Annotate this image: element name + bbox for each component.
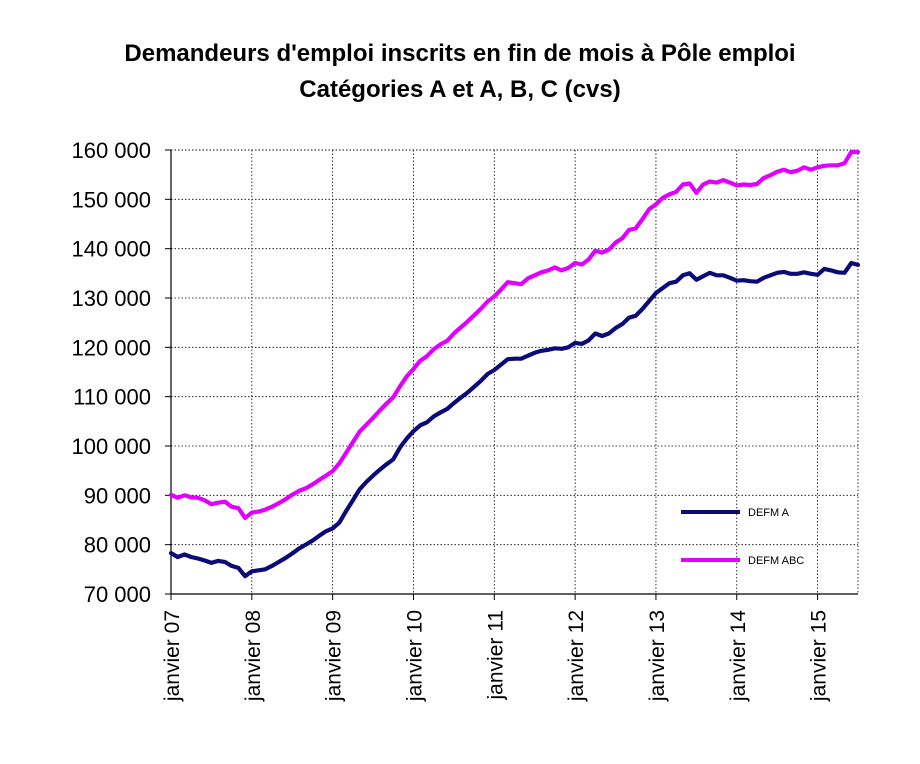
y-axis-ticks: 70 000 80 000 90 000 100 000 110 000 120 000 1… bbox=[71, 138, 151, 607]
grid-lines bbox=[171, 149, 859, 594]
x-tick-label: janvier 07 bbox=[161, 610, 184, 702]
y-tick-label: 70 000 bbox=[84, 582, 151, 607]
y-tick-label: 100 000 bbox=[71, 434, 151, 459]
legend: DEFM A DEFM ABC bbox=[681, 507, 804, 567]
x-tick-label: janvier 08 bbox=[242, 610, 265, 702]
y-tick-label: 130 000 bbox=[71, 286, 151, 311]
axes bbox=[165, 149, 858, 600]
y-tick-label: 160 000 bbox=[71, 138, 151, 163]
x-tick-label: janvier 15 bbox=[808, 610, 831, 702]
y-tick-label: 110 000 bbox=[73, 385, 151, 410]
x-tick-label: janvier 11 bbox=[484, 610, 507, 701]
y-tick-label: 150 000 bbox=[71, 187, 151, 212]
legend-label: DEFM A bbox=[748, 507, 790, 519]
y-tick-label: 120 000 bbox=[71, 335, 151, 360]
x-axis-ticks: janvier 07 janvier 08 janvier 09 janvier 10… bbox=[161, 610, 831, 702]
legend-label: DEFM ABC bbox=[748, 555, 804, 567]
series-line-defm-a bbox=[168, 260, 861, 579]
y-tick-label: 80 000 bbox=[84, 533, 151, 558]
y-tick-label: 90 000 bbox=[84, 483, 151, 508]
x-tick-label: janvier 10 bbox=[403, 610, 426, 702]
chart-title: Demandeurs d'emploi inscrits en fin de m… bbox=[124, 40, 796, 67]
chart-title-block: Demandeurs d'emploi inscrits en fin de m… bbox=[0, 36, 920, 108]
chart-subtitle: Catégories A et A, B, C (cvs) bbox=[299, 76, 621, 103]
x-tick-label: janvier 14 bbox=[727, 610, 750, 702]
x-tick-label: janvier 13 bbox=[646, 610, 669, 702]
y-tick-label: 140 000 bbox=[71, 237, 151, 262]
data-series bbox=[168, 149, 861, 579]
series-line-defm-abc bbox=[168, 149, 861, 521]
x-tick-label: janvier 12 bbox=[565, 610, 588, 702]
x-tick-label: janvier 09 bbox=[323, 610, 346, 702]
